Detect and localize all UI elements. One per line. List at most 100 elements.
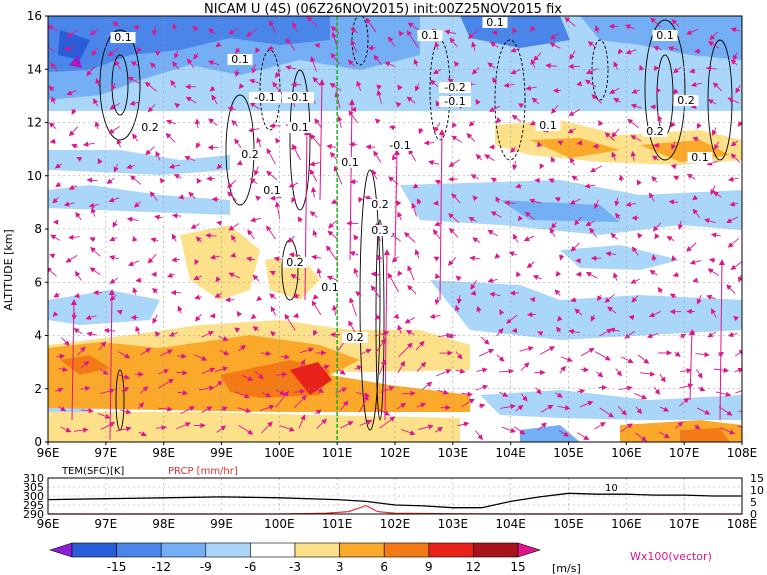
wind-vector bbox=[155, 424, 167, 431]
wind-vector bbox=[468, 120, 475, 127]
wind-vector bbox=[607, 306, 617, 314]
wind-vector bbox=[666, 236, 675, 242]
wind-vector bbox=[109, 294, 117, 301]
wind-vector bbox=[147, 253, 157, 264]
contour-label-bg bbox=[317, 282, 343, 293]
wind-vector bbox=[574, 308, 583, 316]
wind-vector bbox=[157, 369, 170, 375]
wind-vector bbox=[48, 43, 55, 53]
wind-vector bbox=[298, 414, 306, 429]
wind-vector bbox=[495, 196, 501, 204]
wind-vector bbox=[55, 181, 62, 188]
wind-vector bbox=[56, 353, 66, 360]
wind-vector bbox=[196, 141, 201, 149]
wind-vector bbox=[100, 422, 116, 430]
wind-vector bbox=[252, 326, 259, 332]
wind-vector bbox=[274, 69, 282, 78]
wind-vector bbox=[447, 256, 457, 266]
wind-vector bbox=[496, 116, 502, 123]
wind-vector bbox=[172, 61, 180, 70]
wind-vector bbox=[216, 220, 223, 226]
wind-vector bbox=[548, 178, 556, 184]
wind-vector bbox=[231, 119, 239, 127]
wind-vector bbox=[52, 311, 59, 317]
wind-vector bbox=[576, 432, 590, 441]
contour-label: 0.1 bbox=[231, 53, 249, 66]
wind-vector bbox=[635, 432, 647, 442]
wind-vector bbox=[89, 28, 99, 35]
wind-vector bbox=[86, 66, 95, 77]
wind-vector bbox=[350, 39, 357, 53]
wind-vector bbox=[432, 68, 442, 75]
wind-vector bbox=[449, 37, 458, 48]
wind-vector bbox=[187, 58, 195, 69]
left-tick-label: 310 bbox=[23, 472, 44, 485]
wind-vector bbox=[90, 207, 97, 217]
wind-vector bbox=[49, 253, 56, 259]
wind-vector bbox=[71, 143, 79, 149]
wind-vector bbox=[149, 191, 158, 201]
wind-vector bbox=[130, 61, 138, 67]
wind-vector bbox=[537, 422, 547, 431]
colorbar-label: -15 bbox=[107, 560, 127, 574]
wind-vector bbox=[154, 50, 161, 57]
wind-vector bbox=[652, 222, 662, 232]
wind-vector bbox=[594, 199, 600, 210]
wind-vector bbox=[690, 103, 697, 109]
wind-vector bbox=[670, 121, 676, 128]
wind-vector bbox=[569, 157, 575, 166]
colorbar-label: -12 bbox=[151, 560, 171, 574]
wind-vector bbox=[188, 191, 196, 199]
wind-vector bbox=[589, 227, 597, 238]
wind-vector bbox=[696, 294, 702, 305]
wind-vector bbox=[165, 119, 176, 125]
wind-vector bbox=[580, 348, 595, 357]
wind-vector bbox=[151, 26, 158, 36]
x-tick-label: 98E bbox=[152, 446, 175, 460]
wind-vector bbox=[299, 347, 315, 354]
wind-vector bbox=[653, 46, 662, 52]
wind-vector bbox=[735, 85, 741, 94]
wind-vector bbox=[584, 183, 596, 189]
x-tick-label: 99E bbox=[210, 517, 233, 531]
wind-vector bbox=[135, 325, 141, 335]
legend-tem: TEM(SFC)[K] bbox=[61, 466, 124, 477]
wind-vector bbox=[207, 60, 220, 66]
wind-vector bbox=[587, 41, 597, 49]
wind-vector bbox=[730, 261, 742, 271]
wind-vector bbox=[291, 196, 297, 203]
wind-vector bbox=[413, 58, 419, 67]
colorbar-segment bbox=[517, 542, 541, 558]
wind-vector bbox=[61, 337, 70, 347]
wind-vector bbox=[613, 61, 619, 70]
wind-vector bbox=[374, 406, 391, 416]
wind-vector bbox=[517, 215, 524, 222]
wind-vector bbox=[97, 158, 103, 165]
wind-vector bbox=[625, 49, 637, 55]
left-tick-label: 300 bbox=[23, 490, 44, 503]
wind-vector bbox=[559, 365, 566, 374]
wind-vector bbox=[330, 25, 340, 34]
wind-vector bbox=[248, 127, 260, 133]
x-tick-label: 107E bbox=[669, 517, 700, 531]
contour-label-bg bbox=[673, 95, 699, 106]
wind-vector bbox=[727, 97, 740, 104]
wind-vector bbox=[624, 330, 635, 339]
wind-vector bbox=[677, 220, 683, 231]
wind-vector bbox=[457, 421, 470, 427]
wind-vector bbox=[515, 404, 524, 412]
wind-vector bbox=[500, 403, 516, 410]
wind-vector bbox=[246, 256, 256, 262]
wind-vector bbox=[517, 103, 524, 109]
wind-vector bbox=[576, 80, 583, 87]
wind-vector bbox=[630, 135, 642, 142]
wind-vector bbox=[490, 211, 502, 218]
wind-vector bbox=[266, 225, 276, 240]
wind-vector bbox=[330, 198, 338, 204]
contour-label: 0.1 bbox=[486, 16, 504, 29]
wind-vector bbox=[370, 285, 381, 299]
wind-vector bbox=[730, 153, 741, 163]
wind-vector bbox=[524, 211, 536, 221]
wind-vector bbox=[456, 295, 462, 305]
wind-vector bbox=[461, 391, 473, 397]
